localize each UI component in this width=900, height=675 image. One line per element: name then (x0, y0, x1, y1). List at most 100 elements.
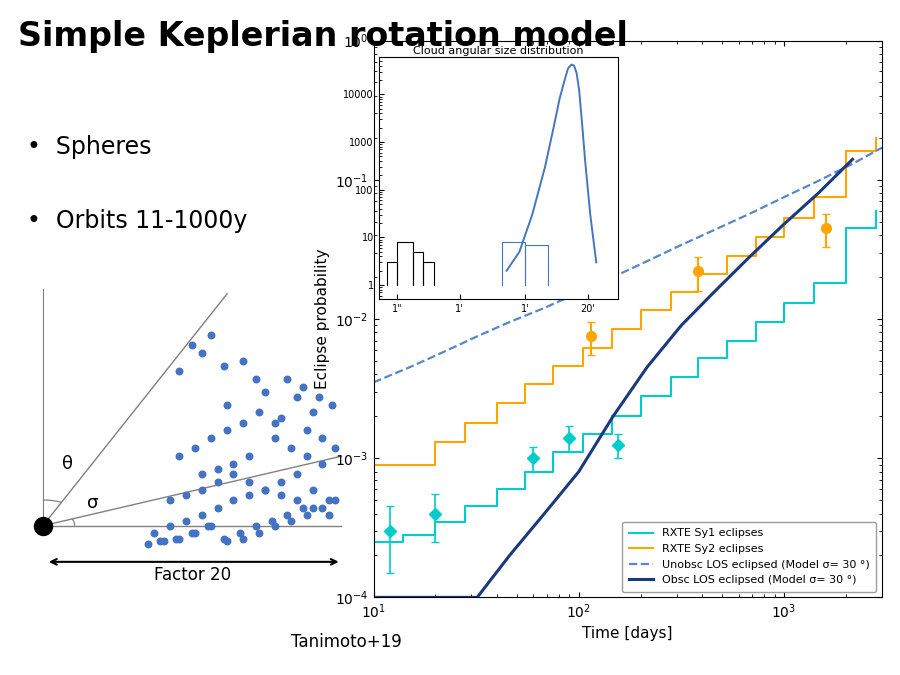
Unobsc LOS eclipsed (Model σ= 30 °) (710, 225, 721, 234)
Obsc LOS eclipsed (Model σ= 30 °) (676, 321, 687, 329)
Point (321, 510, 336, 521)
Point (267, 433, 282, 443)
Unobsc LOS eclipsed (Model σ= 30 °) (676, 241, 687, 249)
Point (242, 477, 256, 487)
Point (217, 360, 231, 371)
Obsc LOS eclipsed (Model σ= 30 °) (368, 593, 379, 601)
Point (296, 381, 310, 392)
Point (312, 392, 327, 402)
RXTE Sy1 eclipses (751, 318, 761, 326)
Point (252, 528, 266, 539)
Point (328, 495, 342, 506)
RXTE Sy1 eclipses (841, 224, 851, 232)
Obsc LOS eclipsed (Model σ= 30 °) (438, 593, 449, 601)
Point (211, 477, 225, 487)
Text: •  Orbits 11-1000y: • Orbits 11-1000y (27, 209, 248, 234)
Text: Simple Keplerian rotation model: Simple Keplerian rotation model (18, 20, 628, 53)
Point (236, 356, 250, 367)
Point (153, 536, 167, 547)
RXTE Sy1 eclipses (635, 392, 646, 400)
Unobsc LOS eclipsed (Model σ= 30 °) (472, 332, 482, 340)
Point (226, 458, 240, 469)
Unobsc LOS eclipsed (Model σ= 30 °) (877, 144, 887, 152)
RXTE Sy1 eclipses (778, 299, 789, 307)
Point (172, 533, 186, 544)
Point (300, 451, 314, 462)
Point (178, 515, 193, 526)
Obsc LOS eclipsed (Model σ= 30 °) (573, 468, 584, 476)
RXTE Sy2 eclipses (491, 399, 502, 407)
Obsc LOS eclipsed (Model σ= 30 °) (847, 155, 858, 163)
Line: Obsc LOS eclipsed (Model σ= 30 °): Obsc LOS eclipsed (Model σ= 30 °) (374, 159, 852, 597)
Point (172, 366, 186, 377)
Unobsc LOS eclipsed (Model σ= 30 °) (368, 379, 379, 387)
Point (169, 533, 184, 544)
Point (328, 443, 342, 454)
Text: Factor 20: Factor 20 (154, 566, 230, 584)
Point (188, 443, 202, 454)
Obsc LOS eclipsed (Model σ= 30 °) (710, 286, 721, 294)
Point (290, 495, 304, 506)
Point (267, 520, 282, 531)
Point (204, 433, 219, 443)
Point (201, 520, 215, 531)
Point (185, 340, 200, 351)
Point (236, 417, 250, 428)
Point (274, 477, 288, 487)
Point (194, 484, 209, 495)
Unobsc LOS eclipsed (Model σ= 30 °) (573, 288, 584, 296)
Point (217, 533, 231, 544)
Point (163, 520, 177, 531)
Unobsc LOS eclipsed (Model σ= 30 °) (642, 257, 652, 265)
Point (315, 502, 329, 513)
Text: Tanimoto+19: Tanimoto+19 (291, 633, 402, 651)
Point (306, 502, 320, 513)
RXTE Sy2 eclipses (430, 438, 441, 446)
RXTE Sy2 eclipses (398, 460, 409, 468)
RXTE Sy1 eclipses (578, 429, 589, 437)
Obsc LOS eclipsed (Model σ= 30 °) (539, 510, 550, 518)
Point (280, 373, 294, 384)
X-axis label: Time [days]: Time [days] (582, 626, 673, 641)
Point (220, 425, 234, 436)
Point (147, 528, 161, 539)
Point (157, 536, 171, 547)
Point (172, 451, 186, 462)
Point (274, 412, 288, 423)
Unobsc LOS eclipsed (Model σ= 30 °) (504, 318, 515, 326)
RXTE Sy2 eclipses (635, 306, 646, 315)
Point (236, 533, 250, 544)
Point (306, 407, 320, 418)
Point (315, 433, 329, 443)
RXTE Sy1 eclipses (548, 448, 559, 456)
RXTE Sy1 eclipses (607, 412, 617, 421)
RXTE Sy1 eclipses (722, 336, 733, 344)
Point (325, 399, 339, 410)
RXTE Sy2 eclipses (578, 344, 589, 352)
Y-axis label: Eclipse probability: Eclipse probability (315, 248, 329, 389)
Point (194, 510, 209, 521)
Point (204, 329, 219, 340)
Unobsc LOS eclipsed (Model σ= 30 °) (778, 193, 789, 201)
Line: RXTE Sy1 eclipses: RXTE Sy1 eclipses (374, 211, 876, 542)
RXTE Sy2 eclipses (665, 288, 676, 296)
Point (315, 458, 329, 469)
RXTE Sy1 eclipses (430, 518, 441, 526)
Point (204, 520, 219, 531)
Point (220, 536, 234, 547)
RXTE Sy2 eclipses (368, 460, 379, 468)
Obsc LOS eclipsed (Model σ= 30 °) (642, 363, 652, 371)
Obsc LOS eclipsed (Model σ= 30 °) (744, 252, 755, 261)
RXTE Sy2 eclipses (460, 418, 471, 427)
Line: Unobsc LOS eclipsed (Model σ= 30 °): Unobsc LOS eclipsed (Model σ= 30 °) (374, 148, 882, 383)
RXTE Sy1 eclipses (809, 279, 820, 288)
RXTE Sy1 eclipses (692, 354, 703, 362)
RXTE Sy1 eclipses (398, 531, 409, 539)
Point (265, 515, 279, 526)
RXTE Sy1 eclipses (460, 502, 471, 510)
Point (321, 495, 336, 506)
Point (211, 502, 225, 513)
Unobsc LOS eclipsed (Model σ= 30 °) (438, 348, 449, 356)
Point (178, 489, 193, 500)
Point (296, 502, 310, 513)
